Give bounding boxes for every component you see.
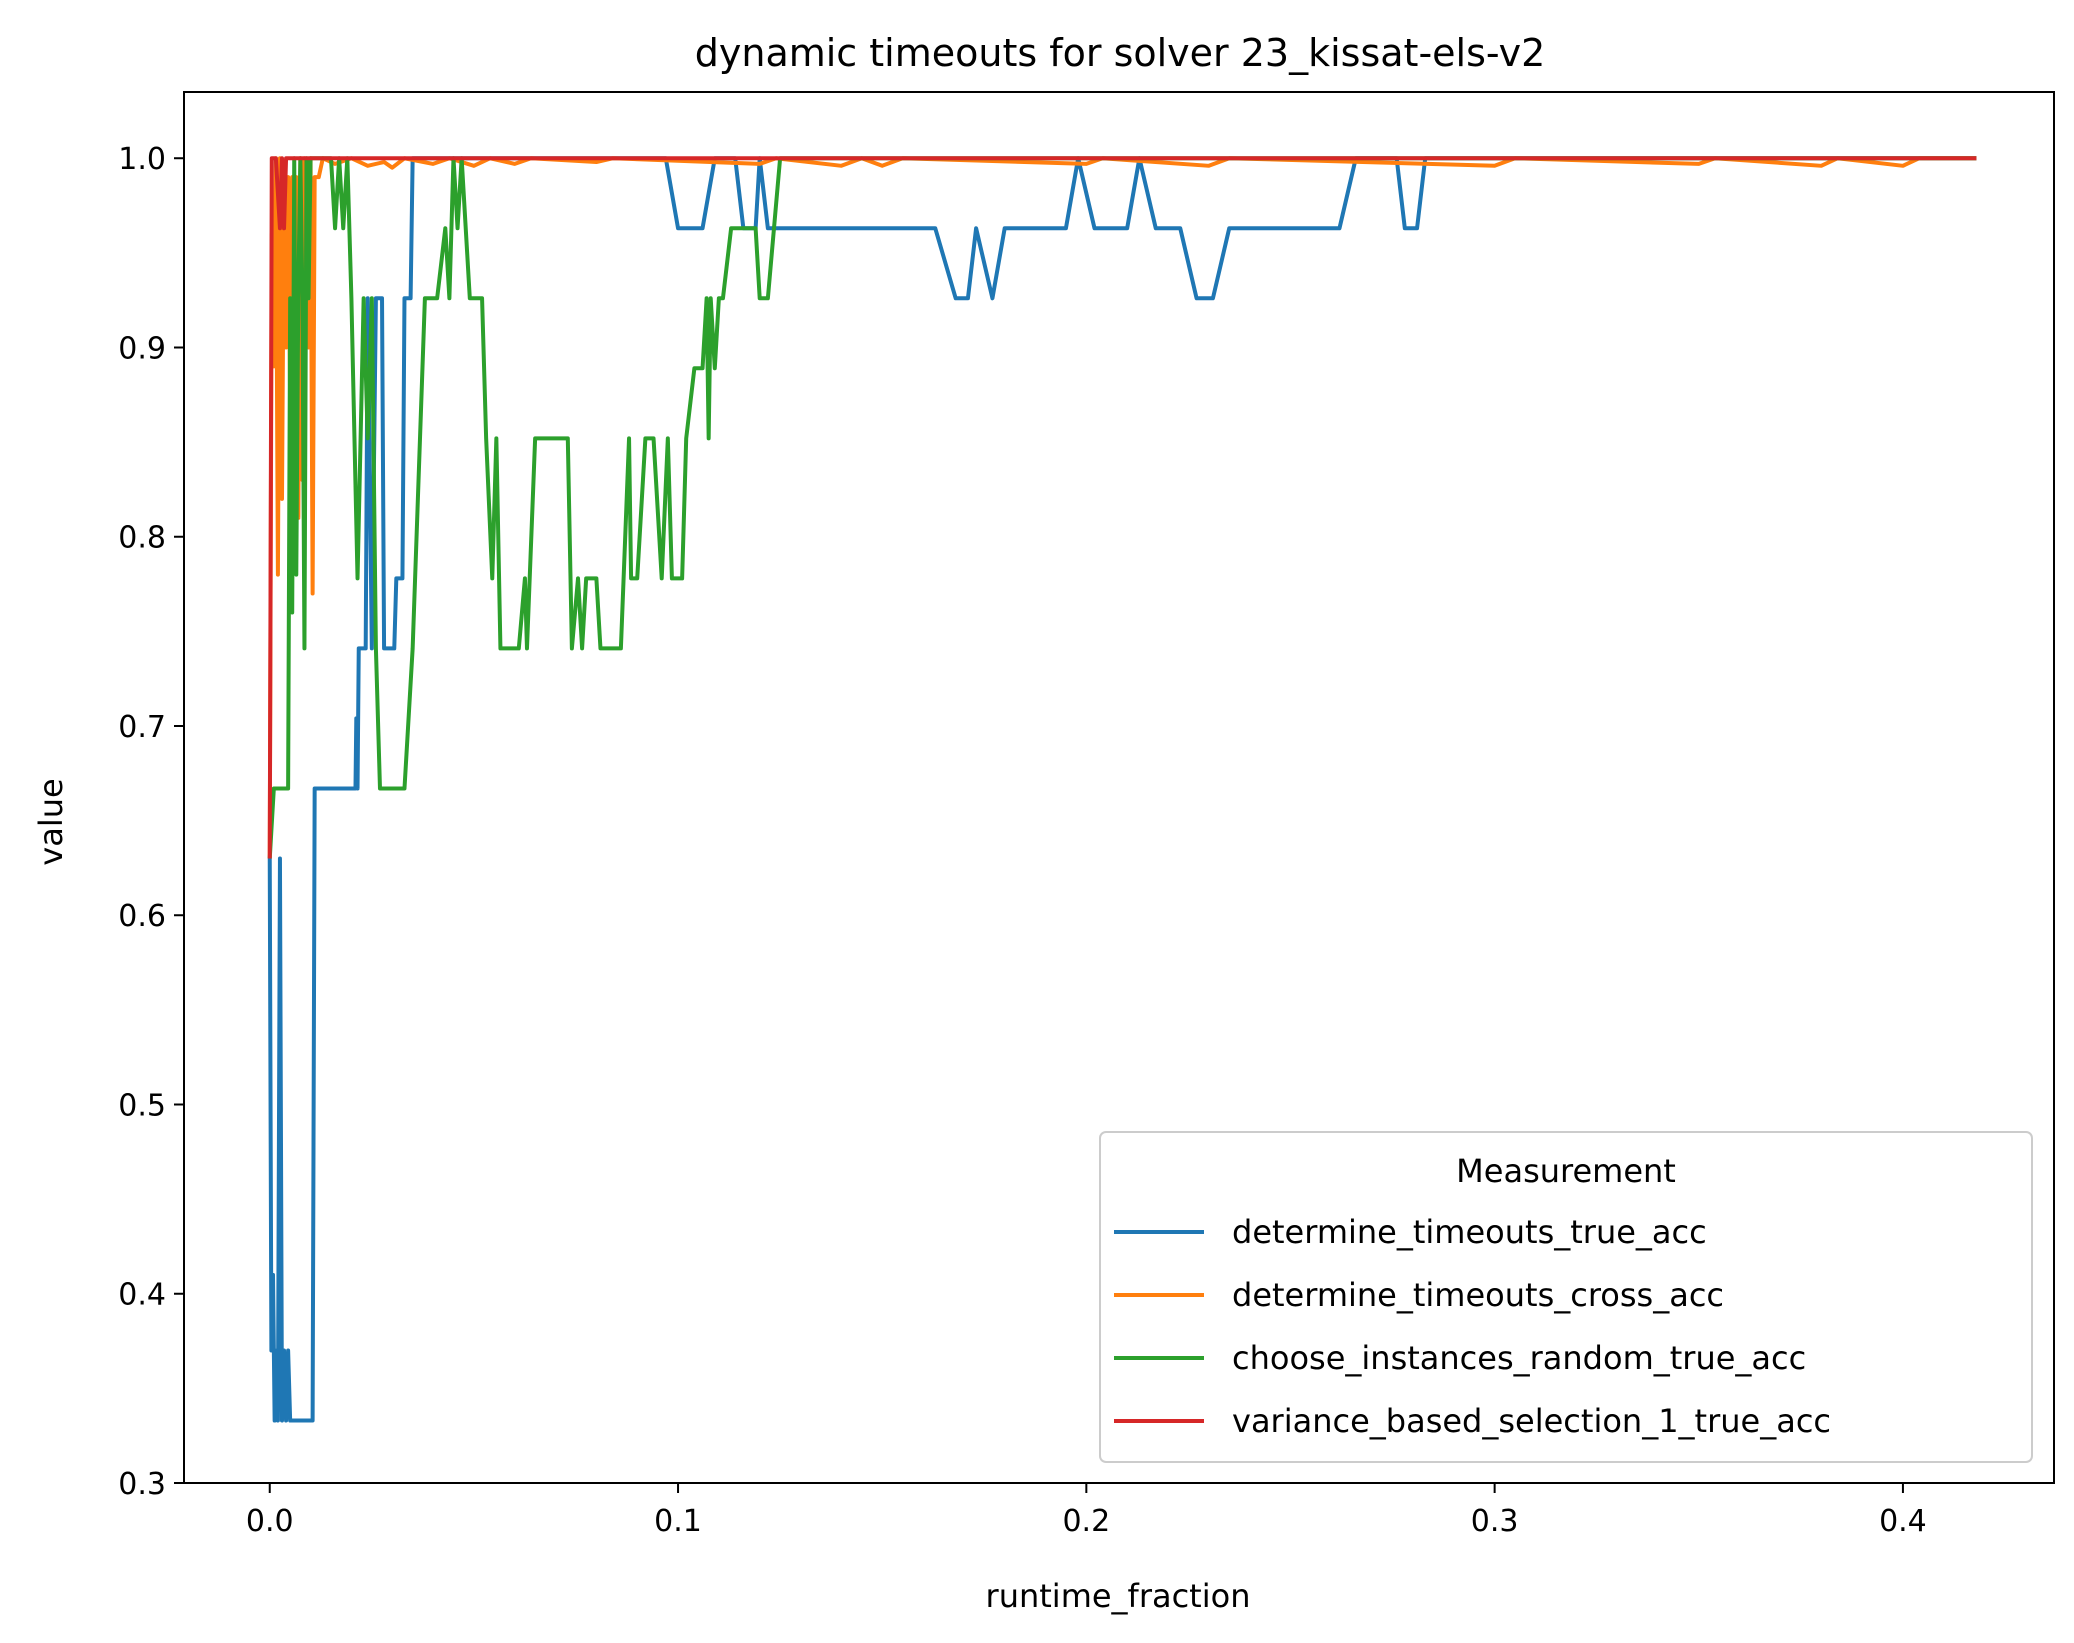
series-line-3 bbox=[267, 156, 1977, 859]
y-tick-label: 1.0 bbox=[118, 142, 166, 177]
ticks-layer: 0.0 0.1 0.2 0.3 0.4 0.3 0.4 0.5 0.6 0.7 0.8 0.9 1.0 bbox=[118, 142, 1927, 1539]
legend-label: choose_instances_random_true_acc bbox=[1232, 1339, 1806, 1377]
y-tick-label: 0.7 bbox=[118, 710, 166, 745]
y-tick-label: 0.5 bbox=[118, 1088, 166, 1123]
legend-label: determine_timeouts_true_acc bbox=[1232, 1213, 1707, 1251]
series-line-4 bbox=[267, 156, 1977, 859]
x-tick-label: 0.1 bbox=[654, 1504, 702, 1539]
legend-box bbox=[1099, 1131, 2033, 1463]
legend-title: Measurement bbox=[1456, 1152, 1676, 1190]
y-tick-label: 0.4 bbox=[118, 1278, 166, 1313]
y-tick-label: 0.8 bbox=[118, 521, 166, 556]
plot-area-frame bbox=[183, 91, 2055, 1484]
x-axis-label: runtime_fraction bbox=[986, 1577, 1251, 1615]
y-tick-label: 0.3 bbox=[118, 1467, 166, 1502]
chart-title: dynamic timeouts for solver 23_kissat-el… bbox=[695, 31, 1546, 75]
series-layer bbox=[267, 156, 1977, 1423]
y-tick-label: 0.6 bbox=[118, 899, 166, 934]
legend-label: determine_timeouts_cross_acc bbox=[1232, 1276, 1724, 1314]
legend-entries: determine_timeouts_true_acc determine_tim… bbox=[1114, 1213, 1831, 1440]
y-axis-label: value bbox=[32, 778, 70, 865]
y-tick-label: 0.9 bbox=[118, 331, 166, 366]
series-line-2 bbox=[267, 156, 1977, 859]
series-line-1 bbox=[267, 156, 1977, 1423]
x-tick-label: 0.3 bbox=[1471, 1504, 1519, 1539]
x-tick-label: 0.0 bbox=[246, 1504, 294, 1539]
x-tick-label: 0.4 bbox=[1879, 1504, 1927, 1539]
x-tick-label: 0.2 bbox=[1062, 1504, 1110, 1539]
legend: Measurement determine_timeouts_true_accd… bbox=[1099, 1131, 2033, 1463]
legend-label: variance_based_selection_1_true_acc bbox=[1232, 1402, 1831, 1440]
